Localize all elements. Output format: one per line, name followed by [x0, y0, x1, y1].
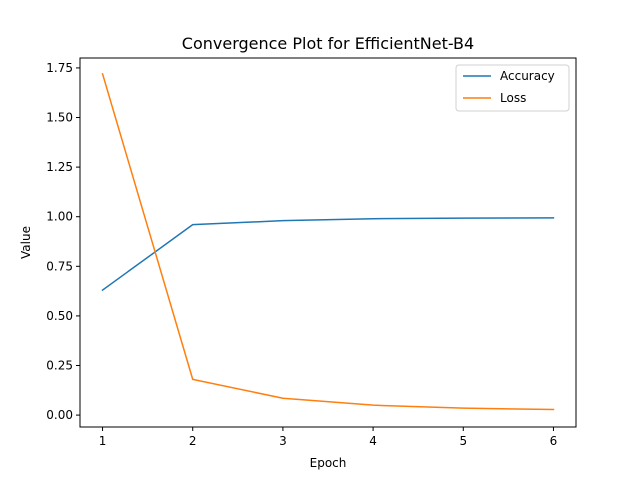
- series-line-accuracy: [101, 217, 555, 292]
- legend-label-loss: Loss: [500, 91, 526, 105]
- y-tick-label: 0.75: [46, 259, 73, 273]
- x-tick-label: 6: [550, 434, 558, 448]
- series-line-loss: [101, 72, 555, 411]
- y-axis-title: Value: [19, 226, 33, 259]
- y-tick-label: 1.00: [46, 210, 73, 224]
- legend: Accuracy Loss: [455, 64, 570, 112]
- y-tick-label: 1.50: [46, 111, 73, 125]
- x-axis: 1 2 3 4 5 6: [99, 427, 558, 448]
- x-axis-title: Epoch: [310, 456, 347, 470]
- y-tick-label: 0.50: [46, 309, 73, 323]
- y-tick-label: 0.00: [46, 408, 73, 422]
- x-tick-label: 4: [369, 434, 377, 448]
- y-tick-label: 1.25: [46, 160, 73, 174]
- x-tick-label: 1: [99, 434, 107, 448]
- x-tick-label: 5: [459, 434, 467, 448]
- y-tick-label: 1.75: [46, 61, 73, 75]
- x-tick-label: 2: [189, 434, 197, 448]
- plot-frame: [79, 57, 577, 428]
- series-layer: [101, 72, 555, 411]
- y-axis: 0.00 0.25 0.50 0.75 1.00 1.25 1.50 1.75: [46, 61, 80, 422]
- chart-title: Convergence Plot for EfficientNet-B4: [182, 34, 474, 53]
- y-tick-label: 0.25: [46, 359, 73, 373]
- x-tick-label: 3: [279, 434, 287, 448]
- legend-label-accuracy: Accuracy: [500, 69, 555, 83]
